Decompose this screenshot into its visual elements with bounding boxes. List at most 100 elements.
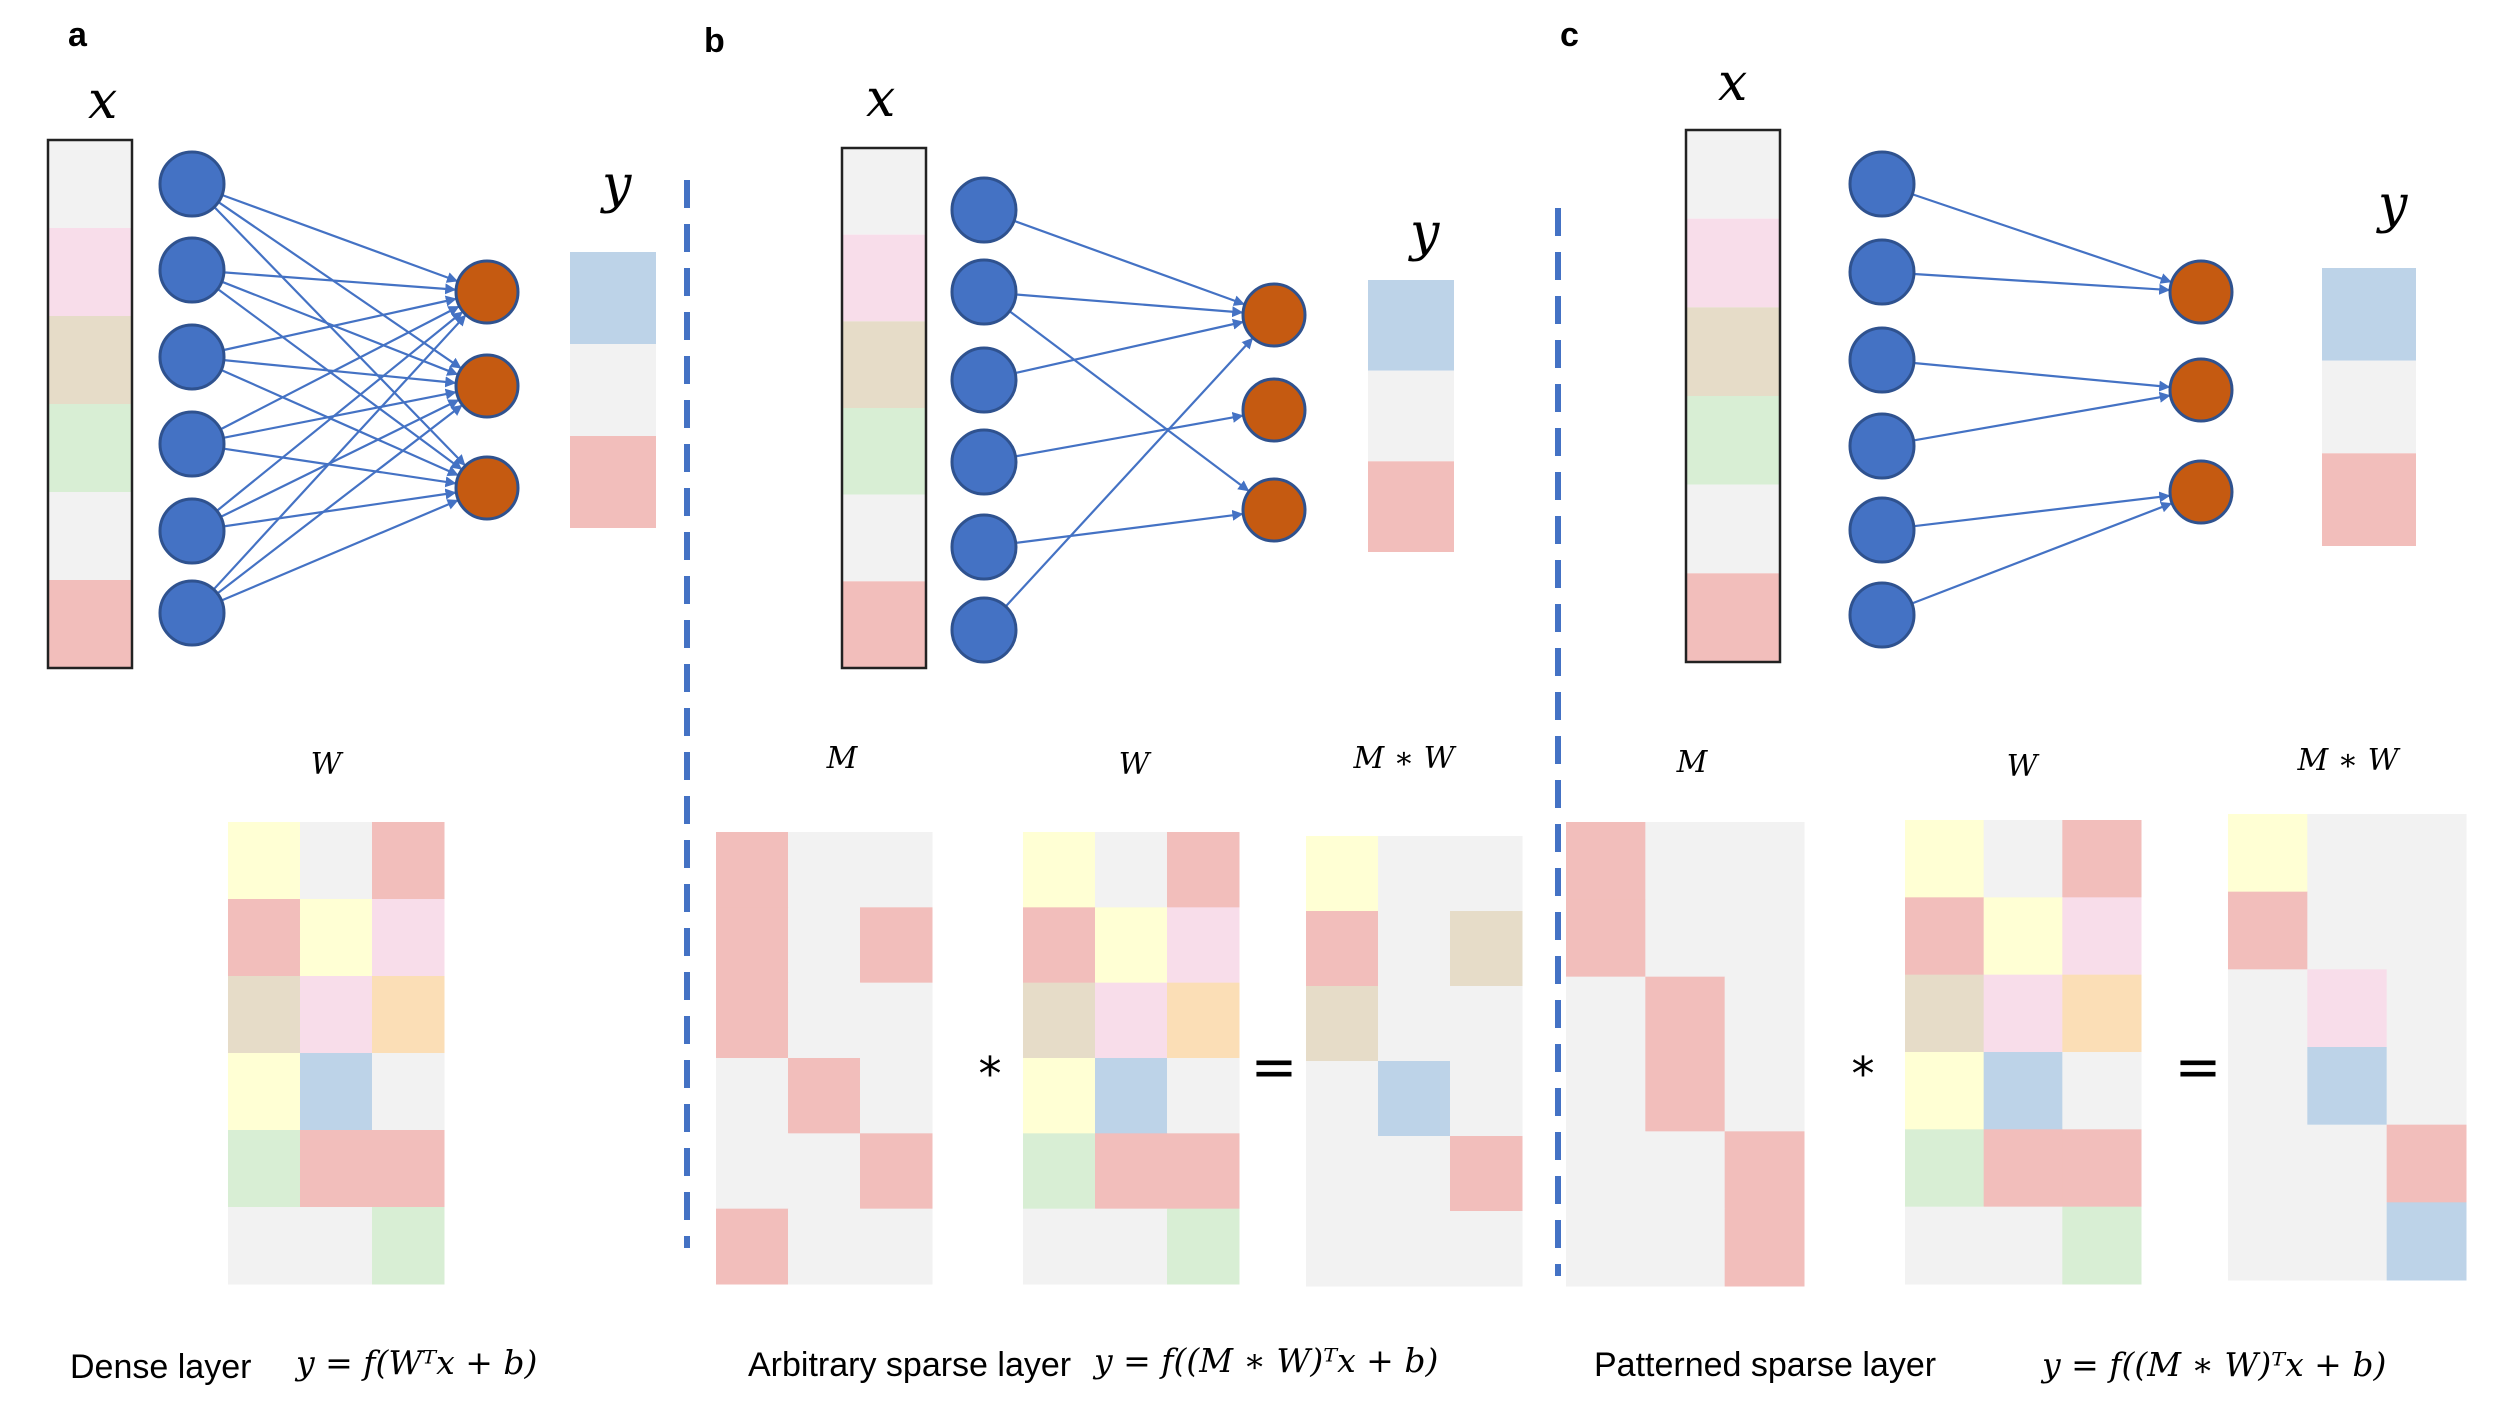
panel-a-x-vector-frame (46, 138, 134, 670)
panel-c-m-matrix-cell (1645, 976, 1726, 1055)
panel-b-w-matrix-cell (1095, 1058, 1168, 1134)
panel-c-output-node (2168, 259, 2234, 325)
panel-a-w-label: W (311, 747, 344, 782)
panel-b-edge (1008, 310, 1250, 492)
panel-b-mw-matrix-cell (1450, 986, 1523, 1062)
panel-c-mw-matrix-cell (2386, 969, 2467, 1048)
panel-c-mw-matrix-cell (2386, 891, 2467, 970)
panel-c-input-node (1848, 238, 1916, 306)
panel-a-edge (223, 359, 457, 388)
panel-c-w-label: W (2007, 749, 2040, 784)
panel-a-edge (220, 399, 460, 518)
panel-c-edge (1913, 491, 2171, 528)
panel-b-mw-matrix-cell (1378, 911, 1451, 987)
panel-a-w-matrix-cell (300, 899, 373, 977)
panel-c-x-cell (1686, 307, 1780, 396)
panel-c-w-matrix-cell (2062, 820, 2142, 898)
panel-c-x-cell (1686, 573, 1780, 662)
panel-c-x-vector-frame (1684, 128, 1782, 664)
panel-b-mw-matrix-cell (1306, 1061, 1379, 1137)
panel-a-input-node (158, 579, 226, 647)
panel-b-x-vector-frame (840, 146, 928, 670)
panel-a-edge (221, 499, 459, 602)
panel-c-m-matrix-cell (1645, 1131, 1726, 1210)
panel-a-edge (223, 447, 457, 488)
panel-c-m-label: M (1676, 745, 1709, 780)
panel-b-m-matrix-cell (788, 907, 861, 984)
panel-c-equals-op: = (2175, 1035, 2222, 1100)
panel-a-edge (223, 295, 457, 352)
panel-c-x-cell (1686, 130, 1780, 219)
panel-a-edge (212, 314, 467, 591)
panel-b-y-cell (1368, 370, 1454, 462)
panel-b-mw-matrix-cell (1306, 986, 1379, 1062)
panel-a-w-matrix-cell (228, 1130, 301, 1208)
panel-b-m-matrix-cell (716, 1133, 789, 1210)
panel-c-m-matrix-cell (1645, 1208, 1726, 1287)
panel-b-letter: b (704, 22, 725, 60)
panel-b-edge (1004, 337, 1254, 608)
panel-c-w-matrix-cell (2062, 897, 2142, 976)
panel-b-m-matrix-cell (788, 1208, 861, 1285)
panel-c-y-label: y (2376, 175, 2408, 235)
panel-b-output-node (1241, 477, 1307, 543)
panel-c-mw-matrix-cell (2228, 1124, 2308, 1203)
panel-b-w-matrix-cell (1095, 1208, 1168, 1285)
panel-c-w-matrix-cell (1983, 1052, 2063, 1130)
panel-b-m-matrix-cell (716, 1208, 789, 1285)
panel-c-w-matrix-cell (2062, 1129, 2142, 1208)
panel-c-input-node (1848, 326, 1916, 394)
panel-b-edge (1015, 411, 1244, 458)
panel-a-x-cell (48, 580, 132, 668)
panel-a-edge (223, 488, 457, 528)
panel-c-mw-matrix-cell (2386, 814, 2467, 893)
panel-b-m-matrix-cell (860, 832, 933, 908)
panel-b-input-node (950, 346, 1018, 414)
panel-c-m-matrix-cell (1645, 899, 1726, 978)
panel-c-mw-matrix-cell (2228, 1202, 2308, 1281)
panel-b-m-matrix-cell (860, 907, 933, 984)
panel-a-edge (220, 368, 459, 477)
panel-c-x-cell (1686, 218, 1780, 308)
panel-a-y-cell (570, 344, 656, 436)
panel-a-edge (219, 305, 460, 431)
panel-b-mw-matrix-cell (1306, 1211, 1379, 1287)
panel-b-output-node (1241, 282, 1307, 348)
panel-a-y-cell (570, 436, 656, 528)
panel-a-w-matrix-cell (228, 1053, 301, 1131)
panel-c-w-matrix-cell (1983, 974, 2063, 1053)
panel-a-edge (216, 311, 463, 512)
panel-b-edge (1013, 219, 1245, 306)
panel-c-x-label: x (1718, 53, 1747, 113)
panel-a-w-matrix-cell (228, 976, 301, 1054)
panel-b-m-matrix-cell (788, 982, 861, 1059)
panel-b-mw-label: M ∗ W (1352, 741, 1456, 776)
panel-b-mw-matrix-cell (1378, 1211, 1451, 1287)
panel-b-edge (1014, 318, 1244, 375)
panel-a-edge (217, 201, 462, 369)
panel-b-mw-matrix-cell (1378, 1061, 1451, 1137)
panel-c-input-node (1848, 581, 1916, 649)
panel-c-m-matrix-cell (1566, 1054, 1646, 1132)
panel-b-x-cell (842, 408, 926, 495)
panel-b-equals-op: = (1251, 1035, 1298, 1100)
panel-b-edge (1015, 293, 1244, 318)
panel-b-w-matrix-cell (1167, 982, 1240, 1059)
panel-b-m-matrix-cell (716, 982, 789, 1059)
panel-b-w-matrix-cell (1167, 1133, 1240, 1210)
panel-b-w-matrix-cell (1167, 832, 1240, 908)
panel-c-mw-matrix-cell (2228, 814, 2308, 893)
panel-a-w-matrix-cell (228, 1207, 301, 1285)
panel-c-mw-matrix-cell (2307, 1047, 2388, 1126)
panel-b-edge (1015, 509, 1244, 545)
panel-c-m-matrix-cell (1724, 899, 1805, 978)
panel-b-m-label: M (826, 741, 859, 776)
panel-a-w-matrix-cell (300, 976, 373, 1054)
panel-a-edge (221, 193, 458, 283)
panel-a-edge (213, 206, 466, 466)
panel-c-w-matrix-cell (1983, 897, 2063, 976)
panel-b-w-matrix-cell (1095, 832, 1168, 908)
panel-a-w-matrix-cell (372, 976, 445, 1054)
panel-c-mw-matrix-cell (2307, 1124, 2388, 1203)
panel-c-m-matrix-cell (1724, 1054, 1805, 1132)
